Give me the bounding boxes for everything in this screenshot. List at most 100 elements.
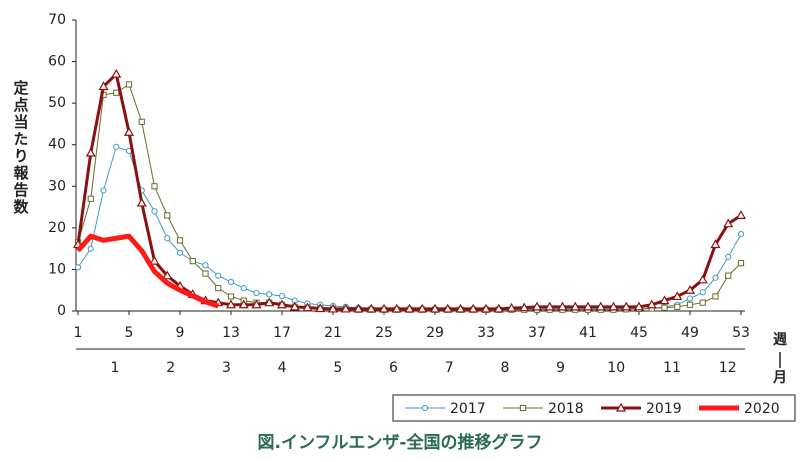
month-label: 7 [445, 360, 454, 376]
data-point [608, 301, 619, 311]
data-point [202, 262, 209, 269]
data-point [98, 81, 109, 91]
data-point [278, 292, 286, 300]
data-point [672, 291, 683, 301]
data-point [735, 210, 747, 219]
data-point [189, 258, 196, 265]
data-point [123, 127, 135, 136]
data-point [136, 197, 147, 207]
series-line [76, 233, 220, 309]
y-tick-label: 30 [48, 178, 66, 194]
x-tick-label: 49 [681, 325, 699, 341]
month-label: 4 [278, 360, 287, 376]
legend-label: 2017 [450, 401, 486, 417]
x-tick-label: 45 [630, 325, 648, 341]
data-point [113, 143, 120, 150]
x-tick-label: 33 [477, 325, 495, 341]
data-point [149, 255, 160, 265]
x-axis-label-top: 週 [773, 332, 787, 348]
data-point [684, 285, 696, 294]
data-point [737, 260, 745, 267]
month-label: 11 [663, 360, 681, 376]
x-tick-label: 37 [528, 325, 546, 341]
data-point [723, 218, 734, 228]
chart-title: 図.インフルエンザ-全国の推移グラフ [257, 432, 542, 453]
x-tick-label: 29 [426, 325, 444, 341]
data-point [621, 301, 632, 311]
legend-marker [421, 404, 429, 412]
data-point [227, 293, 235, 300]
legend-marker [519, 404, 527, 412]
data-point [253, 290, 260, 297]
data-point [519, 302, 530, 312]
data-point [710, 239, 721, 249]
x-tick-label: 25 [375, 325, 393, 341]
data-point [227, 278, 235, 285]
x-tick-label: 41 [579, 325, 597, 341]
data-point [240, 285, 247, 292]
y-axis-label: 定点当たり報告数 [12, 79, 30, 216]
data-point [340, 303, 351, 313]
data-point [455, 303, 466, 313]
x-tick-label: 21 [324, 325, 342, 341]
month-label: 1 [111, 360, 120, 376]
y-tick-label: 50 [48, 95, 66, 111]
data-point [595, 301, 606, 311]
data-point [176, 249, 184, 256]
data-point [125, 81, 133, 88]
data-point [659, 295, 670, 305]
data-point [737, 230, 745, 238]
data-point [493, 303, 504, 313]
data-point [238, 299, 249, 309]
data-point [162, 270, 173, 280]
data-point [429, 303, 441, 313]
data-point [225, 299, 237, 309]
data-point [315, 303, 326, 313]
data-point [725, 272, 732, 279]
month-label: 6 [389, 360, 398, 376]
x-tick-label: 1 [74, 325, 83, 341]
data-point [113, 89, 120, 96]
data-point [699, 299, 706, 306]
data-point [661, 304, 668, 311]
data-point [480, 303, 492, 313]
data-point [251, 299, 262, 309]
x-tick-label: 5 [125, 325, 134, 341]
data-point [633, 301, 645, 311]
data-point [215, 272, 222, 279]
legend-label: 2020 [744, 401, 780, 417]
data-point [87, 245, 94, 252]
y-tick-label: 40 [48, 137, 66, 153]
data-point [276, 299, 288, 309]
data-point [712, 274, 719, 281]
data-point [378, 303, 390, 313]
data-point [468, 303, 479, 313]
data-point [151, 183, 158, 190]
data-point [725, 253, 732, 261]
x-tick-label: 13 [222, 325, 240, 341]
data-point [699, 289, 706, 296]
data-point [74, 264, 82, 271]
data-point [327, 303, 339, 313]
data-point [164, 212, 171, 219]
data-point [582, 301, 594, 311]
series-line [77, 83, 742, 311]
x-axis-label-bottom: 月 [772, 370, 787, 386]
data-point [570, 301, 581, 311]
month-label: 10 [607, 360, 625, 376]
legend-label: 2019 [646, 401, 682, 417]
data-point [686, 295, 694, 302]
data-point [266, 291, 273, 298]
legend-label: 2018 [548, 401, 584, 417]
y-tick-label: 60 [48, 54, 66, 70]
month-label: 12 [719, 360, 737, 376]
data-point [176, 237, 184, 244]
data-point [506, 302, 517, 312]
data-point [712, 293, 719, 300]
data-point [85, 147, 96, 157]
data-point [164, 235, 171, 242]
data-point [264, 297, 275, 307]
data-point [404, 303, 415, 313]
month-label: 8 [500, 360, 509, 376]
